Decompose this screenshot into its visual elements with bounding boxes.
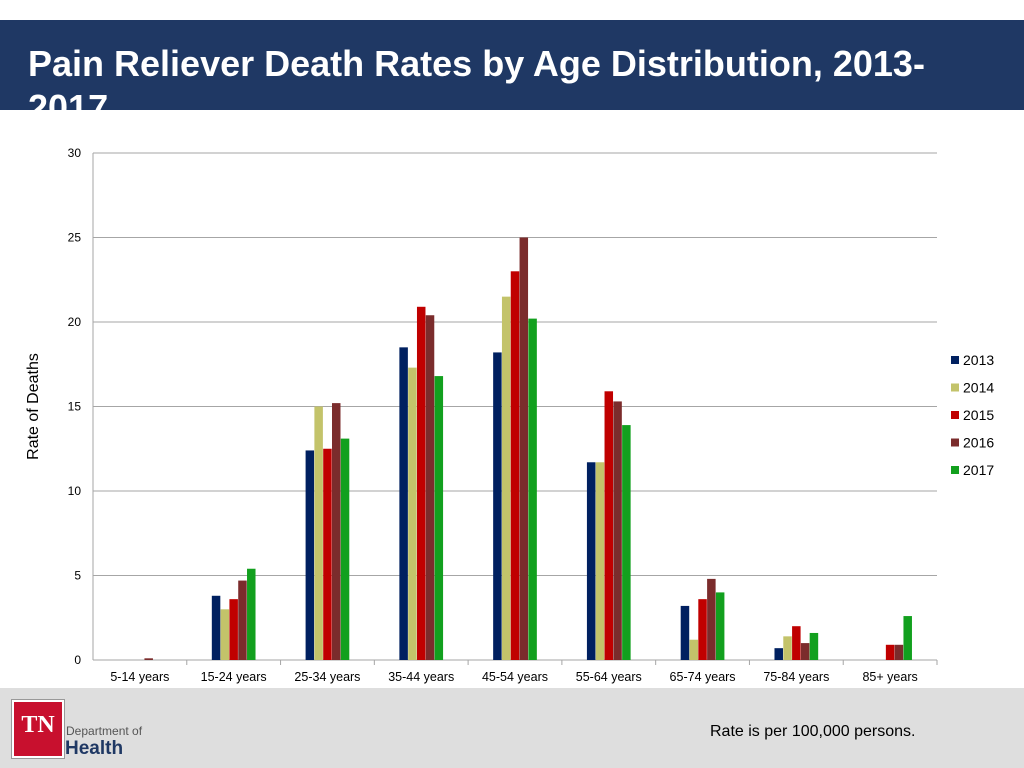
- bar-2016-5: [613, 401, 622, 660]
- bar-2016-2: [331, 403, 341, 660]
- legend-label-2016: 2016: [963, 435, 994, 451]
- y-axis-label: Rate of Deaths: [25, 353, 42, 460]
- y-tick-label: 5: [74, 569, 81, 583]
- bar-2013-5: [586, 462, 596, 660]
- bar-2014-5: [595, 462, 605, 660]
- legend-swatch-2017: [951, 466, 959, 474]
- bar-2017-1: [247, 568, 256, 660]
- bar-2016-6: [707, 578, 716, 660]
- bar-2016-7: [800, 643, 810, 660]
- footer: TN Department of Health Rate is per 100,…: [0, 688, 1024, 768]
- bar-2017-4: [528, 318, 537, 660]
- bar-2015-1: [229, 599, 238, 660]
- bar-2015-2: [323, 448, 332, 660]
- bar-2016-4: [519, 237, 529, 660]
- x-tick-label: 45-54 years: [482, 670, 548, 684]
- bar-2017-3: [434, 376, 444, 660]
- legend-swatch-2015: [951, 411, 959, 419]
- bar-2016-1: [238, 580, 247, 660]
- bar-2017-5: [622, 425, 631, 660]
- bar-2015-4: [510, 271, 520, 660]
- bar-2016-0: [144, 658, 153, 660]
- bar-2013-4: [493, 352, 502, 660]
- y-tick-label: 15: [68, 400, 82, 414]
- y-tick-label: 10: [68, 484, 82, 498]
- bar-2015-8: [885, 644, 895, 660]
- page-title: Pain Reliever Death Rates by Age Distrib…: [28, 43, 925, 128]
- legend-label-2013: 2013: [963, 352, 994, 368]
- legend-label-2017: 2017: [963, 462, 994, 478]
- legend-label-2015: 2015: [963, 407, 994, 423]
- bar-2017-7: [809, 632, 819, 660]
- x-tick-label: 65-74 years: [670, 670, 736, 684]
- legend-swatch-2016: [951, 438, 959, 447]
- rate-note: Rate is per 100,000 persons.: [710, 723, 916, 740]
- bar-2014-3: [408, 367, 417, 660]
- y-tick-label: 20: [68, 315, 82, 329]
- bar-2013-2: [305, 450, 315, 660]
- bar-2014-2: [314, 406, 323, 660]
- y-tick-label: 0: [74, 653, 81, 667]
- legend-swatch-2013: [951, 356, 959, 364]
- bar-2013-6: [680, 605, 690, 660]
- bar-2013-1: [211, 595, 221, 660]
- x-tick-label: 15-24 years: [201, 670, 267, 684]
- legend-swatch-2014: [951, 383, 959, 392]
- logo-health-text: Health: [65, 738, 124, 759]
- bar-2014-6: [689, 639, 699, 660]
- x-tick-label: 35-44 years: [388, 670, 454, 684]
- bar-2017-2: [340, 438, 350, 660]
- bar-2017-8: [903, 616, 912, 660]
- tn-logo: TN: [12, 700, 64, 758]
- bar-2016-8: [894, 644, 904, 660]
- y-tick-label: 30: [68, 146, 82, 160]
- x-tick-label: 75-84 years: [763, 670, 829, 684]
- bar-2015-6: [698, 599, 707, 660]
- x-tick-label: 25-34 years: [294, 670, 360, 684]
- bar-2017-6: [715, 592, 725, 660]
- bar-2014-7: [783, 636, 792, 660]
- bar-2013-7: [774, 648, 783, 660]
- title-bar: Pain Reliever Death Rates by Age Distrib…: [0, 20, 1024, 128]
- logo-department-text: Department of: [66, 724, 143, 738]
- bar-chart: 0 5 10 15 20 25 30 Rate of Deaths 5-14 years 15-2…: [25, 146, 994, 684]
- logo-mark: TN: [21, 712, 55, 738]
- bar-2016-3: [425, 315, 435, 660]
- x-tick-label: 55-64 years: [576, 670, 642, 684]
- y-tick-label: 25: [68, 231, 82, 245]
- legend-label-2014: 2014: [963, 380, 994, 396]
- bar-2015-7: [792, 626, 801, 660]
- bar-2014-1: [220, 609, 230, 660]
- bar-2013-3: [399, 347, 408, 660]
- bar-2014-4: [501, 296, 511, 660]
- bar-2015-3: [416, 306, 426, 660]
- bar-2015-5: [604, 391, 614, 660]
- x-tick-label: 5-14 years: [110, 670, 169, 684]
- x-tick-label: 85+ years: [862, 670, 917, 684]
